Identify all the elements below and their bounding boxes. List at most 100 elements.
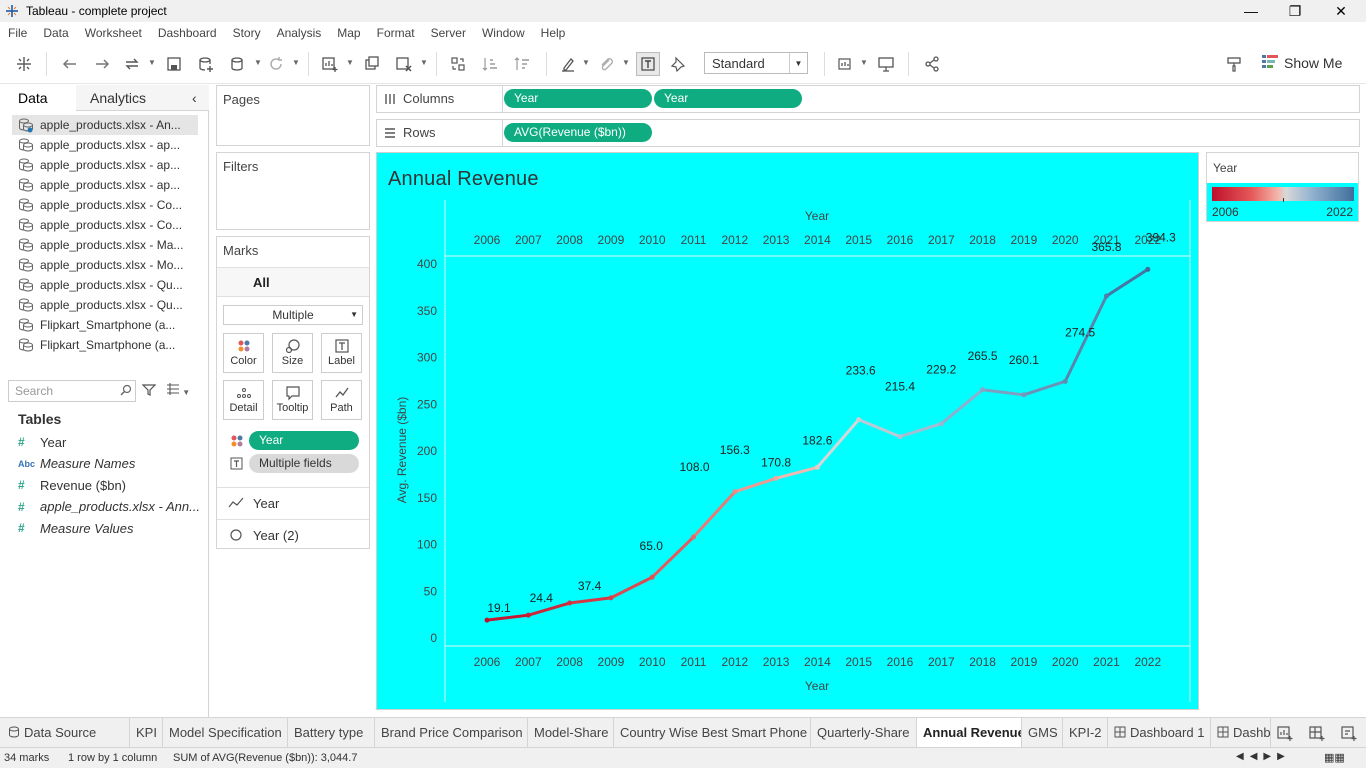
minimize-icon[interactable]: — [1244,3,1258,19]
columns-pill-year-2[interactable]: Year [654,89,802,108]
menu-server[interactable]: Server [430,26,466,40]
search-input[interactable]: Search [8,380,136,402]
sheet-sorter-icon[interactable]: ▦▦ [1324,752,1345,764]
series-line-segment[interactable] [526,601,572,617]
new-worksheet-icon[interactable] [318,52,342,76]
marks-all-row[interactable]: All [217,267,369,297]
tab-gms[interactable]: GMS [1022,718,1063,747]
sort-ascending-icon[interactable] [478,52,502,76]
color-legend[interactable]: Year 2006 2022 [1206,152,1359,222]
data-point[interactable] [1145,266,1151,272]
save-icon[interactable] [162,52,186,76]
new-story-tab-icon[interactable] [1340,724,1358,742]
format-painter-icon[interactable] [1222,52,1246,76]
field-item[interactable]: # Measure Values [18,518,133,538]
color-field-pill[interactable]: Year [249,431,359,450]
label-field-pill[interactable]: Multiple fields [249,454,359,473]
tab-kpi-2[interactable]: KPI-2 [1063,718,1108,747]
data-point[interactable] [814,464,820,470]
series-line-segment[interactable] [485,613,530,622]
data-point[interactable] [649,574,655,580]
line-chart[interactable]: Year Year Avg. Revenue ($bn) 0 50 100 150 200 25… [377,153,1198,709]
swap-rows-columns-icon[interactable] [446,52,470,76]
show-cards-icon[interactable] [834,52,858,76]
label-button[interactable]: Label [321,333,362,373]
share-icon[interactable] [920,52,944,76]
redo-icon[interactable] [90,52,114,76]
view-options-icon[interactable]: ▼ [166,383,196,399]
series-line-segment[interactable] [774,465,819,480]
rows-pill-avg-revenue[interactable]: AVG(Revenue ($bn)) [504,123,652,142]
data-point[interactable] [608,595,614,601]
collapse-pane-icon[interactable]: ‹ [192,90,197,106]
series-line-segment[interactable] [857,418,902,439]
tab-data-source[interactable]: Data Source [0,718,130,747]
datasource-item[interactable]: apple_products.xlsx - Ma... [12,235,198,255]
menu-worksheet[interactable]: Worksheet [84,26,142,40]
menu-help[interactable]: Help [540,26,566,40]
data-point[interactable] [567,600,573,606]
menu-window[interactable]: Window [481,26,525,40]
new-dashboard-tab-icon[interactable] [1308,724,1326,742]
field-item[interactable]: # Revenue ($bn) [18,475,126,495]
highlight-icon[interactable] [556,52,580,76]
datasource-item[interactable]: apple_products.xlsx - ap... [12,135,198,155]
show-mark-labels-icon[interactable] [636,52,660,76]
series-line-segment[interactable] [568,596,613,605]
tooltip-button[interactable]: Tooltip [272,380,313,420]
size-button[interactable]: Size [272,333,313,373]
filters-card[interactable]: Filters [216,152,370,230]
data-point[interactable] [691,534,696,540]
data-point[interactable] [484,617,490,623]
series-line-segment[interactable] [609,575,654,600]
presentation-mode-icon[interactable] [874,52,898,76]
group-members-icon[interactable] [594,52,618,76]
marks-layer-year[interactable]: Year [217,487,369,517]
series-line-segment[interactable] [815,418,861,469]
datasource-item[interactable]: apple_products.xlsx - Co... [12,215,198,235]
menu-data[interactable]: Data [43,26,69,40]
datasource-item[interactable]: apple_products.xlsx - An... [12,115,198,135]
data-point[interactable] [938,421,944,427]
detail-button[interactable]: Detail [223,380,264,420]
tab-battery-type[interactable]: Battery type [288,718,375,747]
tab-data[interactable]: Data [0,85,76,111]
columns-pill-year[interactable]: Year [504,89,652,108]
datasource-item[interactable]: apple_products.xlsx - Co... [12,195,198,215]
tab-annual-revenue[interactable]: Annual Revenue [917,718,1022,747]
series-line-segment[interactable] [692,490,737,539]
menu-dashboard[interactable]: Dashboard [157,26,217,40]
refresh-icon[interactable] [264,52,288,76]
series-line-segment[interactable] [1022,379,1067,397]
series-line-segment[interactable] [1063,294,1108,383]
tab-country-wise-best-smart-phone[interactable]: Country Wise Best Smart Phone [614,718,811,747]
menu-analysis[interactable]: Analysis [276,26,322,40]
field-item[interactable]: # apple_products.xlsx - Ann... [18,497,200,517]
series-line-segment[interactable] [650,535,695,579]
rows-shelf[interactable]: Rows AVG(Revenue ($bn)) [376,119,1360,147]
tab-dashboard-2[interactable]: Dashb [1211,718,1271,747]
marks-layer-year-2[interactable]: Year (2) [217,519,369,549]
series-line-segment[interactable] [898,422,943,439]
close-icon[interactable]: ✕ [1335,2,1347,19]
tab-brand-price-comparison[interactable]: Brand Price Comparison [375,718,528,747]
datasource-item[interactable]: apple_products.xlsx - Mo... [12,255,198,275]
tab-dashboard-1[interactable]: Dashboard 1 [1108,718,1211,747]
tableau-home-icon[interactable] [12,52,36,76]
menu-map[interactable]: Map [337,26,361,40]
data-point[interactable] [1062,378,1068,384]
data-point[interactable] [897,434,903,440]
menu-file[interactable]: File [8,26,28,40]
mark-type-dropdown[interactable]: Multiple ▼ [223,305,363,325]
path-button[interactable]: Path [321,380,362,420]
data-point[interactable] [1104,293,1109,299]
field-item[interactable]: # Year [18,432,66,452]
datasource-item[interactable]: Flipkart_Smartphone (a... [12,315,198,335]
chart-view[interactable]: Annual Revenue Year Year Avg. Revenue ($bn… [376,152,1199,710]
show-me-button[interactable]: Show Me [1262,52,1342,74]
data-point[interactable] [732,489,738,495]
series-line-segment[interactable] [1105,267,1150,298]
tab-kpi[interactable]: KPI [130,718,163,747]
series-line-segment[interactable] [939,388,985,426]
datasource-item[interactable]: apple_products.xlsx - ap... [12,155,198,175]
